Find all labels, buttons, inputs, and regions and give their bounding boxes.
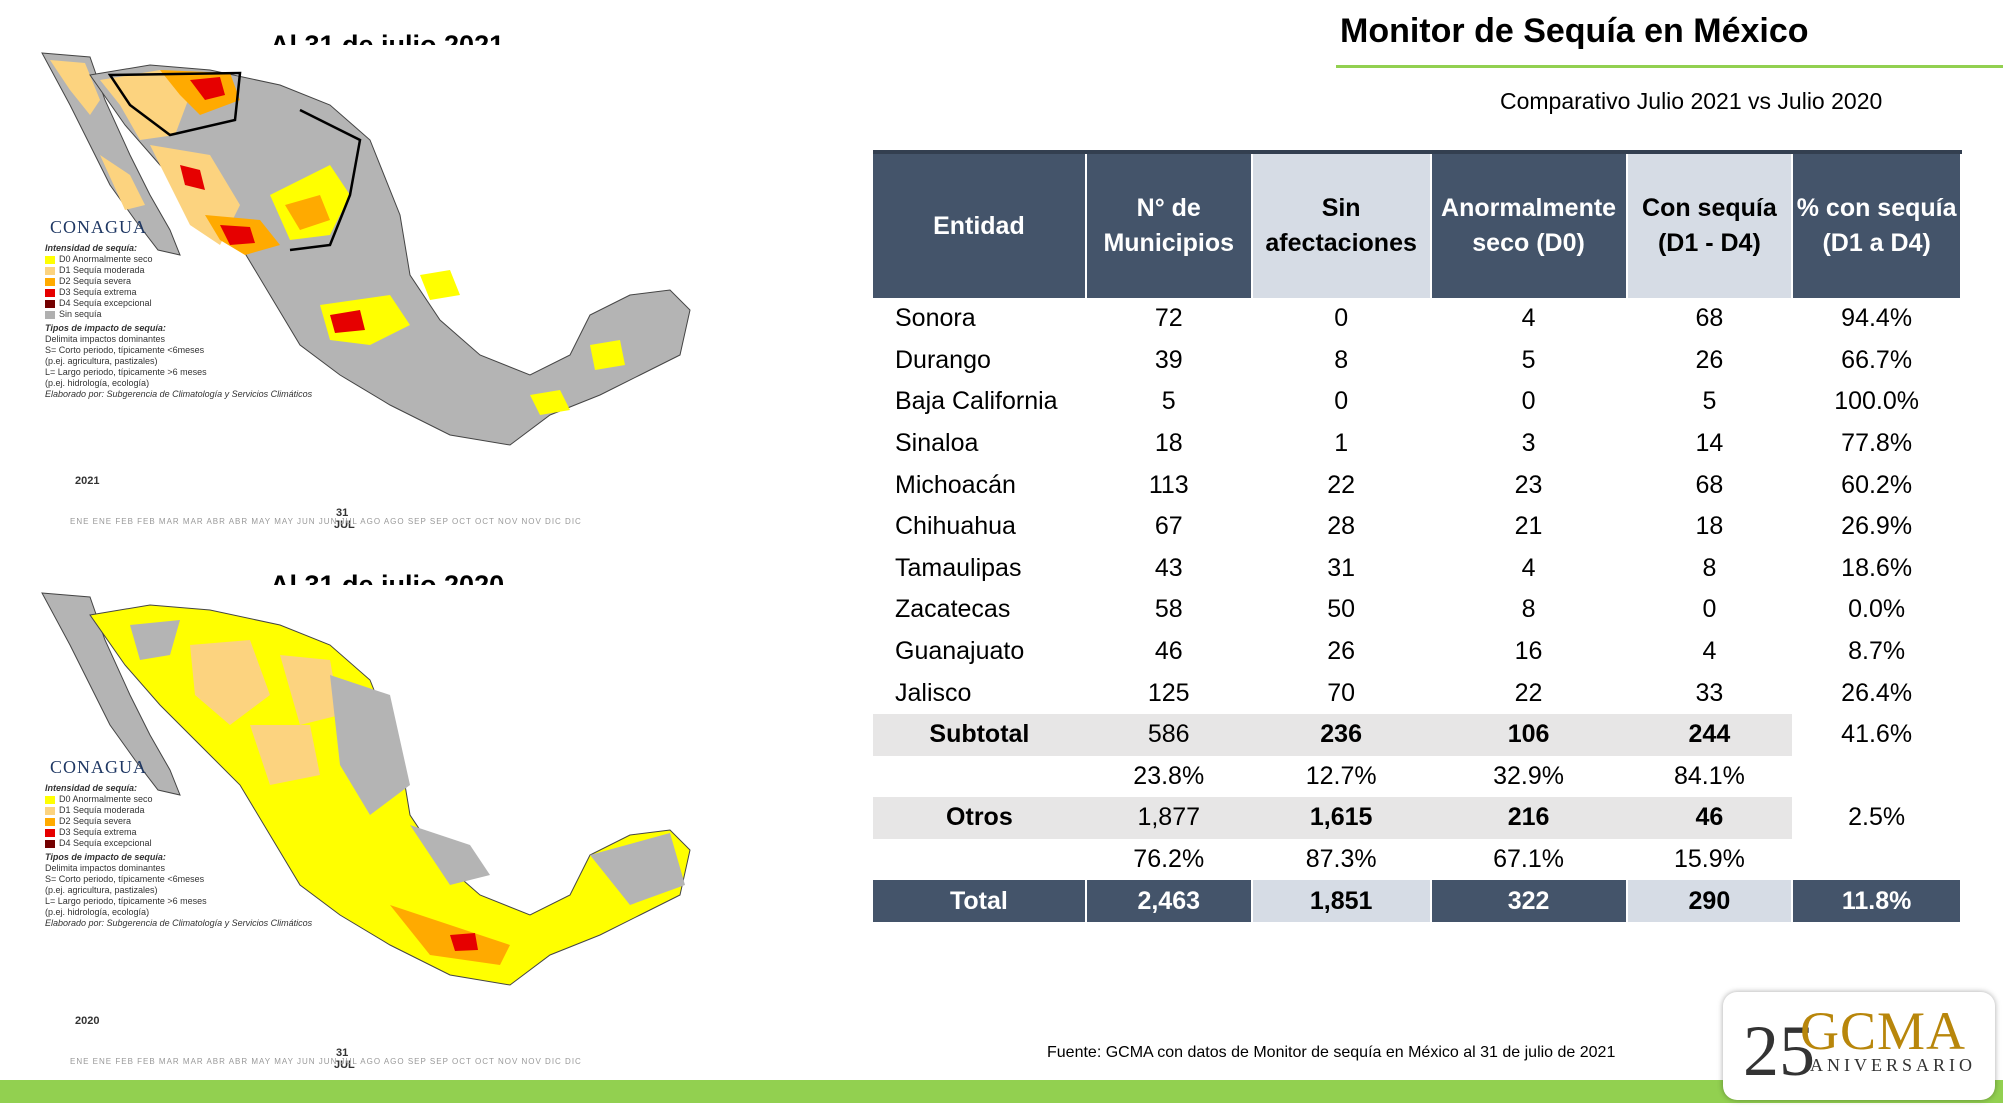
legend-item: D4 Sequía excepcional (45, 838, 312, 849)
footer-accent-bar (0, 1080, 2003, 1103)
legend-item: D0 Anormalmente seco (45, 254, 312, 265)
date-marker: 31 (336, 1047, 349, 1059)
legend-swatch (45, 828, 55, 837)
impact-title: Tipos de impacto de sequía: (45, 852, 166, 862)
table-row: Michoacán 113 22 23 68 60.2% (895, 470, 1913, 499)
impact-line: (p.ej. agricultura, pastizales) (45, 356, 158, 366)
legend-item: Sin sequía (45, 309, 312, 320)
map-credit: Elaborado por: Subgerencia de Climatolog… (45, 918, 313, 928)
drought-map-2021: CONAGUA Intensidad de sequía: D0 Anormal… (30, 45, 730, 545)
impact-line: L= Largo periodo, típicamente >6 meses (45, 896, 207, 906)
gcma-logo-badge (1723, 992, 1995, 1100)
legend-item: D0 Anormalmente seco (45, 794, 312, 805)
impact-line: (p.ej. hidrología, ecología) (45, 907, 150, 917)
page-title: Monitor de Sequía en México (1340, 12, 1809, 50)
header-sin-afectaciones: Sin afectaciones (1251, 152, 1432, 298)
page-subtitle: Comparativo Julio 2021 vs Julio 2020 (1500, 88, 1883, 114)
table-row: Zacatecas 58 50 8 0 0.0% (895, 595, 1906, 624)
map-legend: Intensidad de sequía: D0 Anormalmente se… (45, 243, 312, 400)
drought-comparison-table: Entidad N° de Municipios Sin afectaciones … (873, 150, 1962, 923)
legend-swatch (45, 255, 55, 264)
subtotal-row: Subtotal 586 236 106 244 41.6% (873, 713, 1961, 756)
impact-line: (p.ej. hidrología, ecología) (45, 378, 150, 388)
legend-swatch (45, 299, 55, 308)
legend-swatch (45, 277, 55, 286)
header-con-sequia: Con sequía (D1 - D4) (1626, 152, 1794, 298)
legend-swatch (45, 288, 55, 297)
title-underline (1336, 65, 2003, 68)
months-timeline: ENE ENE FEB FEB MAR MAR ABR ABR MAY MAY … (70, 517, 582, 526)
legend-title: Intensidad de sequía: (45, 783, 138, 793)
total-row: Total 2,463 1,851 322 290 11.8% (873, 880, 1962, 923)
mexico-map-2021-image (30, 45, 730, 535)
month-marker: JUL (334, 1059, 355, 1071)
table-row: Tamaulipas 43 31 4 8 18.6% (895, 553, 1913, 582)
map-year: 2020 (75, 1015, 100, 1027)
header-entidad: Entidad (873, 152, 1087, 298)
mexico-map-2020-image (30, 585, 730, 1075)
header-municipios: N° de Municipios (1085, 152, 1253, 298)
impact-line: Delimita impactos dominantes (45, 863, 166, 873)
map-year: 2021 (75, 475, 100, 487)
legend-swatch (45, 310, 55, 319)
map-legend: Intensidad de sequía: D0 Anormalmente se… (45, 783, 312, 929)
otros-pct-row: 76.2% 87.3% 67.1% 15.9% (1133, 845, 1745, 874)
impact-line: L= Largo periodo, típicamente >6 meses (45, 367, 207, 377)
legend-item: D2 Sequía severa (45, 816, 312, 827)
table-row: Baja California 5 0 0 5 100.0% (895, 387, 1920, 416)
date-marker: 31 (336, 507, 349, 519)
impact-line: Delimita impactos dominantes (45, 334, 166, 344)
conagua-logo: CONAGUA (50, 757, 147, 777)
header-anormalmente-seco: Anormalmente seco (D0) (1430, 152, 1628, 298)
legend-item: D2 Sequía severa (45, 276, 312, 287)
table-row: Sinaloa 18 1 3 14 77.8% (895, 429, 1913, 458)
table-row: Chihuahua 67 28 21 18 26.9% (895, 512, 1913, 541)
legend-swatch (45, 266, 55, 275)
table-row: Sonora 72 0 4 68 94.4% (895, 304, 1913, 333)
otros-row: Otros 1,877 1,615 216 46 2.5% (873, 797, 1961, 839)
legend-item: D3 Sequía extrema (45, 287, 312, 298)
subtotal-pct-row: 23.8% 12.7% 32.9% 84.1% (1133, 761, 1745, 790)
months-timeline: ENE ENE FEB FEB MAR MAR ABR ABR MAY MAY … (70, 1057, 582, 1066)
legend-swatch (45, 817, 55, 826)
table-row: Durango 39 8 5 26 66.7% (895, 345, 1913, 374)
source-note: Fuente: GCMA con datos de Monitor de seq… (1047, 1044, 1616, 1061)
legend-item: D3 Sequía extrema (45, 827, 312, 838)
header-pct-sequia: % con sequía (D1 a D4) (1792, 152, 1962, 298)
legend-title: Intensidad de sequía: (45, 243, 138, 253)
table-row: Guanajuato 46 26 16 4 8.7% (895, 637, 1906, 666)
legend-item: D1 Sequía moderada (45, 805, 312, 816)
impact-line: S= Corto periodo, típicamente <6meses (45, 345, 205, 355)
legend-swatch (45, 806, 55, 815)
drought-map-2020: CONAGUA Intensidad de sequía: D0 Anormal… (30, 585, 730, 1085)
table-header-row: Entidad N° de Municipios Sin afectaciones … (873, 152, 1962, 298)
impact-line: (p.ej. agricultura, pastizales) (45, 885, 158, 895)
gcma-logo-text: GCMA (1800, 1001, 1967, 1061)
impact-line: S= Corto periodo, típicamente <6meses (45, 874, 205, 884)
impact-title: Tipos de impacto de sequía: (45, 323, 166, 333)
legend-item: D1 Sequía moderada (45, 265, 312, 276)
conagua-logo: CONAGUA (50, 217, 147, 237)
gcma-logo-number: 25 (1743, 1011, 1815, 1091)
legend-swatch (45, 839, 55, 848)
month-marker: JUL (334, 519, 355, 531)
table-row: Jalisco 125 70 22 33 26.4% (895, 678, 1913, 707)
gcma-logo-subtitle: ANIVERSARIO (1810, 1055, 1977, 1075)
legend-item: D4 Sequía excepcional (45, 298, 312, 309)
legend-swatch (45, 795, 55, 804)
map-credit: Elaborado por: Subgerencia de Climatolog… (45, 389, 313, 399)
